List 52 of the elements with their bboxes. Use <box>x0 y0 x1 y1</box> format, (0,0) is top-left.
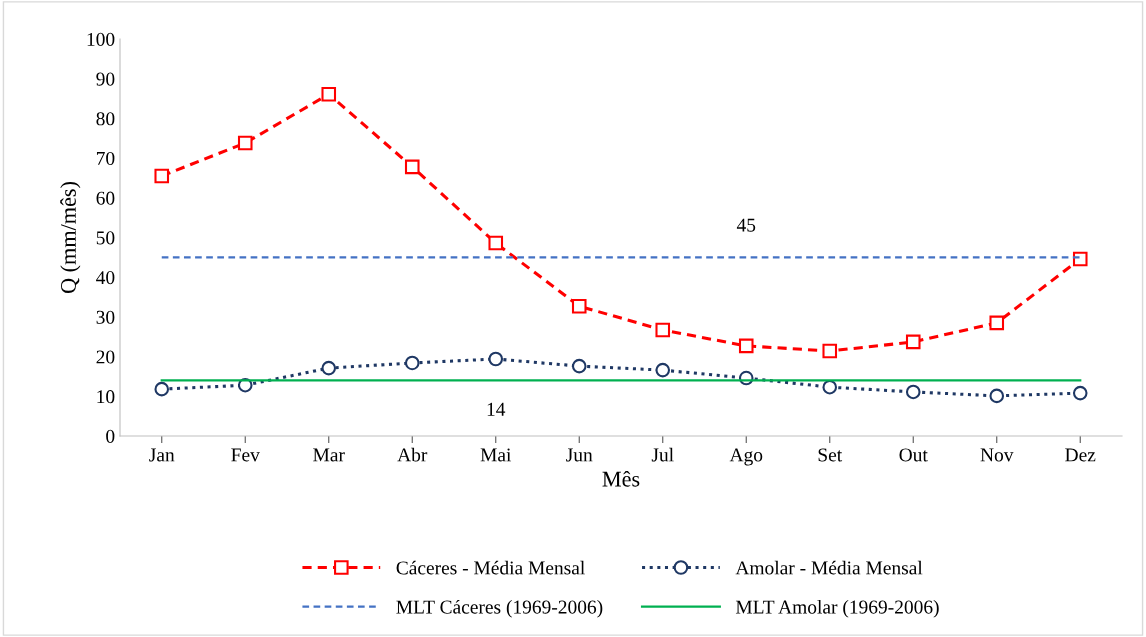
legend-label: MLT Cáceres (1969-2006) <box>396 599 603 618</box>
x-tick-label: Out <box>899 448 928 462</box>
point <box>571 298 587 314</box>
x-tick-label: Mai <box>480 448 512 462</box>
point <box>488 351 504 367</box>
legend-label: Cáceres - Média Mensal <box>396 560 585 575</box>
point <box>822 343 838 359</box>
point <box>488 235 504 251</box>
point <box>1072 385 1088 401</box>
point <box>571 358 587 374</box>
legend-label: Amolar - Média Mensal <box>735 560 923 575</box>
x-tick-label: Abr <box>397 447 428 462</box>
legend-label: MLT Amolar (1969-2006) <box>735 599 939 618</box>
point <box>989 388 1005 404</box>
point <box>905 334 921 350</box>
point <box>822 379 838 395</box>
x-axis-title: Mês <box>602 470 640 487</box>
annotation: 14 <box>487 402 506 416</box>
y-tick-label: 20 <box>96 350 115 364</box>
y-axis-title: Q (mm/mês) <box>60 182 81 294</box>
point <box>655 322 671 338</box>
x-tick-label: Jan <box>149 448 175 462</box>
point <box>321 360 337 376</box>
point <box>655 362 671 378</box>
annotation: 45 <box>736 218 756 232</box>
y-tick-label: 10 <box>97 390 115 404</box>
y-tick-label: 80 <box>96 112 115 126</box>
point <box>154 168 170 184</box>
x-tick-label: Dez <box>1065 448 1096 462</box>
y-tick-label: 0 <box>106 429 115 443</box>
point <box>237 135 253 151</box>
y-tick-label: 60 <box>96 191 115 205</box>
x-tick-label: Ago <box>729 448 763 466</box>
x-tick-label: Jun <box>566 448 593 462</box>
x-tick-label: Jul <box>651 447 674 462</box>
point <box>154 381 170 397</box>
x-tick-label: Set <box>818 448 843 462</box>
y-tick-label: 30 <box>96 310 115 324</box>
point <box>321 86 337 102</box>
y-tick-label: 90 <box>96 72 115 86</box>
x-tick-label: Fev <box>231 448 260 462</box>
point <box>404 355 420 371</box>
x-tick-label: Nov <box>980 448 1014 462</box>
point <box>404 159 420 175</box>
y-tick-label: 40 <box>96 271 115 285</box>
point <box>989 315 1005 331</box>
point <box>738 338 754 354</box>
y-tick-label: 70 <box>96 151 115 166</box>
y-tick-label: 50 <box>96 231 115 245</box>
x-tick-label: Mar <box>313 448 345 462</box>
y-tick-label: 100 <box>87 32 115 46</box>
point <box>905 384 921 400</box>
